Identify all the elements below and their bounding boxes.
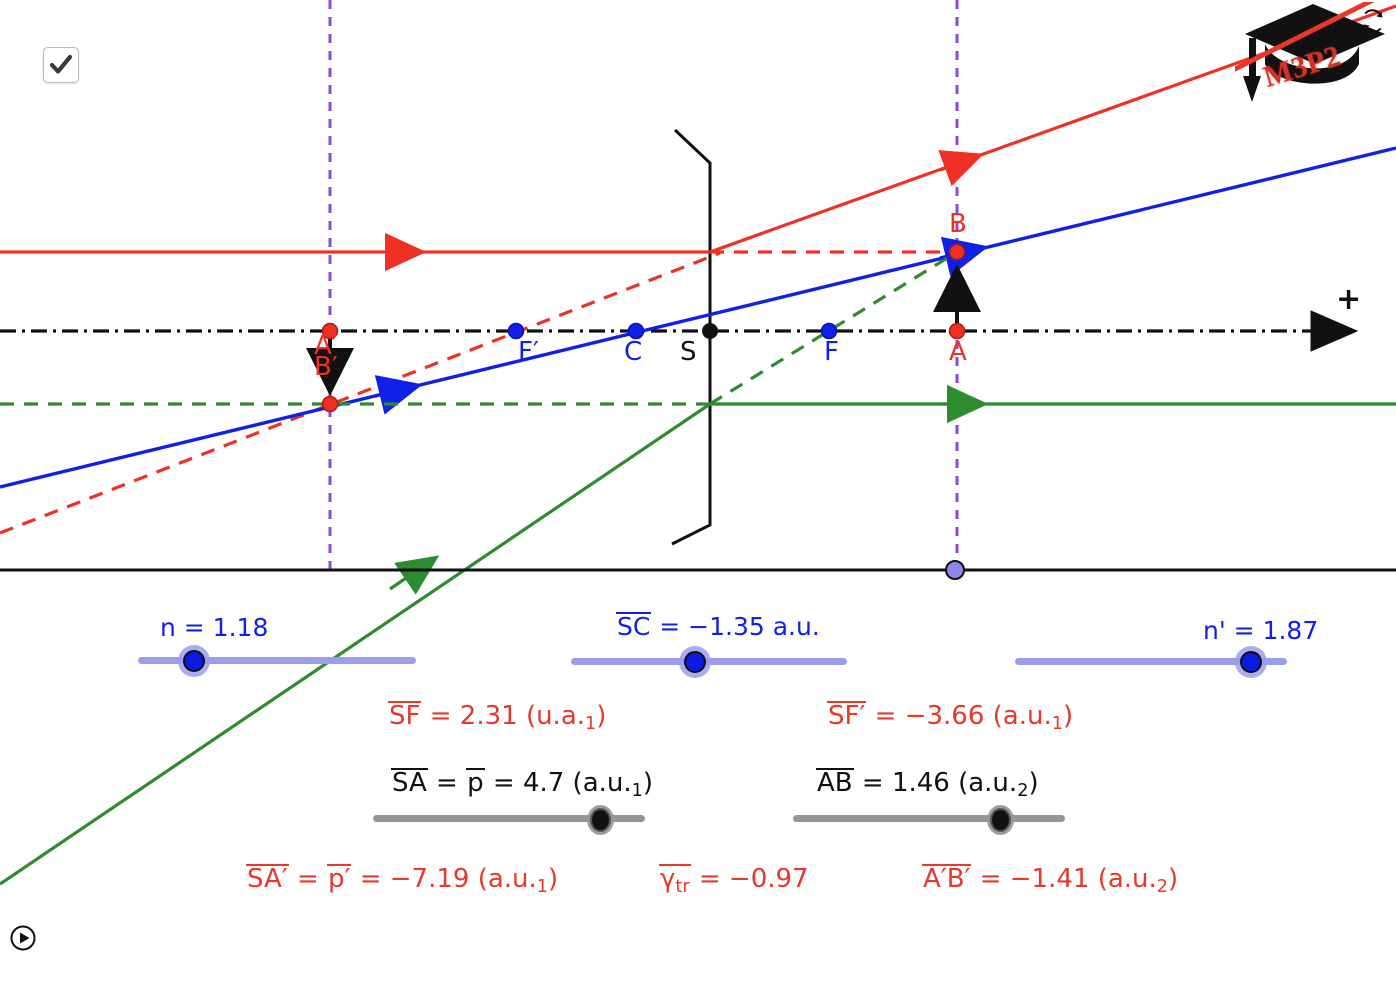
sa-unit-sub: 1 [631,780,643,801]
sa-prime-eq1: = [296,864,328,894]
sa-overline: SA [391,768,428,798]
sf-unit-sub: 1 [585,713,597,734]
red-ray-parallel [0,4,1396,272]
apbp-overline: A′B′ [922,864,972,894]
sa-prime-unit-sub: 1 [536,876,549,897]
point-B-prime[interactable] [321,395,339,413]
ab-unit-sub: 2 [1017,780,1029,801]
n-prime-slider-track[interactable] [1015,658,1287,665]
sf-prime-overline: SF′ [827,701,867,731]
green-ray-through-focus [0,384,1396,886]
sa-prime-close-paren: ) [548,864,559,894]
point-F[interactable] [820,322,838,340]
gamma-tr-readout: γtr = −0.97 [659,864,809,897]
gamma-symbol: γ [660,864,676,894]
p-overline: p [466,768,485,798]
point-A[interactable] [948,322,966,340]
ab-slider-label: AB = 1.46 (a.u.2) [816,768,1039,801]
sc-value-text: = −1.35 a.u. [651,612,820,641]
n-prime-slider-knob[interactable] [1240,651,1262,673]
axis-plus-sign: + [1336,282,1362,317]
n-prime-slider-label: n' = 1.87 [1203,616,1319,645]
red-dashed-extension [0,250,957,535]
n-slider-label: n = 1.18 [160,613,269,642]
point-C[interactable] [627,322,645,340]
point-B[interactable] [948,243,966,261]
ab-value-text: = 1.46 (a.u. [853,768,1018,798]
sf-overline: SF [388,701,422,731]
sa-slider-label: SA = p = 4.7 (a.u.1) [391,768,653,801]
n-slider-knob[interactable] [183,650,205,672]
sa-slider-knob[interactable] [590,808,611,832]
sc-overline: SC [616,612,652,641]
label-F-prime: F′ [518,337,539,367]
sc-slider-label: SC = −1.35 a.u. [616,612,820,641]
sa-eq1: = [436,768,467,798]
label-A: A [949,337,967,367]
sf-prime-unit-sub: 1 [1051,713,1063,734]
refracting-surface [671,128,712,546]
point-S[interactable] [702,323,718,339]
apbp-unit-sub: 2 [1156,876,1169,897]
label-B: B [949,209,967,239]
sf-prime-value-text: = −3.66 (a.u. [866,701,1052,731]
sc-slider-knob[interactable] [684,651,706,673]
sa-prime-readout: SA′ = p′ = −7.19 (a.u.1) [246,864,558,897]
sa-prime-value-text: = −7.19 (a.u. [351,864,537,894]
sf-close-paren: ) [596,701,607,731]
play-icon[interactable] [10,925,36,951]
sf-value-text: = 2.31 (u.a. [421,701,586,731]
green-dashed-extension [0,250,958,406]
n-slider-track[interactable] [138,657,416,664]
label-C: C [624,337,643,367]
sa-value-text: = 4.7 (a.u. [484,768,632,798]
point-F-prime[interactable] [507,322,525,340]
point-A-prime[interactable] [321,322,339,340]
sf-prime-close-paren: ) [1062,701,1074,731]
checkmark-icon [49,54,73,74]
sa-slider-track[interactable] [373,815,645,822]
apbp-close-paren: ) [1168,864,1179,894]
label-A-prime: A′ [314,331,338,361]
label-S: S [680,337,697,367]
p-prime-overline: p′ [327,864,352,894]
gamma-overline: γtr [659,864,691,897]
sa-close-paren: ) [642,768,654,798]
ab-overline: AB [816,768,854,798]
sa-prime-overline: SA′ [246,864,289,894]
blue-ray-through-center [0,146,1396,489]
gamma-value-text: = −0.97 [690,864,809,894]
sf-readout: SF = 2.31 (u.a.1) [388,701,606,734]
bottom-drag-point[interactable] [945,560,965,580]
ab-close-paren: ) [1028,768,1039,798]
ab-slider-knob[interactable] [990,808,1011,832]
ab-slider-track[interactable] [793,815,1065,822]
a-prime-b-prime-readout: A′B′ = −1.41 (a.u.2) [922,864,1178,897]
sc-slider-track[interactable] [571,658,847,665]
label-B-prime: B′ [314,352,338,382]
label-F: F [824,337,839,367]
m3p2-logo: M3P2 [1227,0,1395,107]
sf-prime-readout: SF′ = −3.66 (a.u.1) [827,701,1073,734]
apbp-value-text: = −1.41 (a.u. [971,864,1157,894]
gamma-sub: tr [675,876,690,897]
show-construction-checkbox[interactable] [43,47,79,83]
